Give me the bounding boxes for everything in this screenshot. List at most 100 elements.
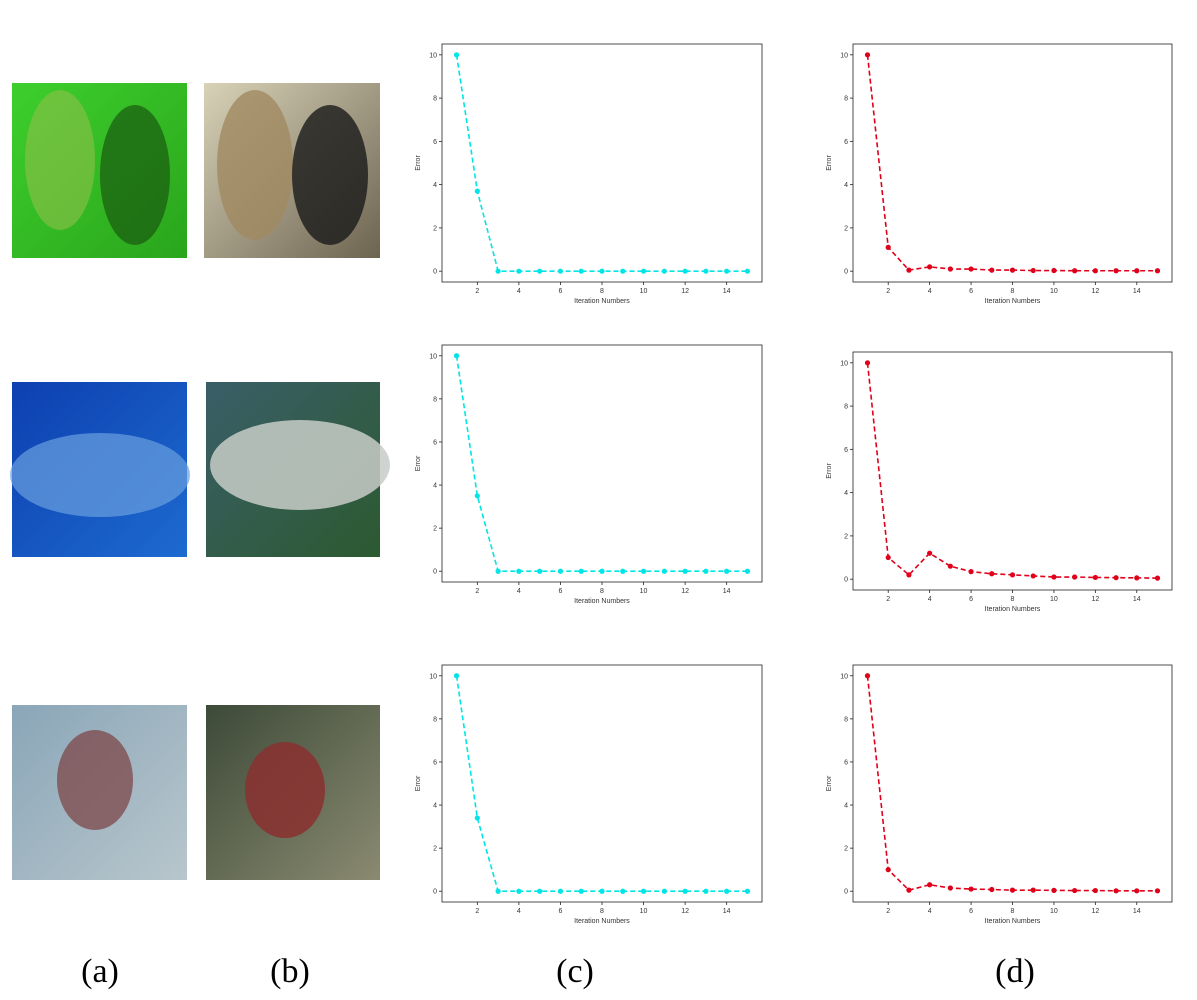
y-tick-label: 10 [840,52,848,59]
panel-label: (a) [81,953,119,990]
x-tick-label: 14 [723,908,731,915]
data-point [1031,268,1036,273]
data-point [454,673,459,678]
data-point [454,353,459,358]
y-tick-label: 10 [840,360,848,367]
x-tick-label: 4 [928,596,932,603]
data-point [1010,572,1015,577]
data-point [865,52,870,57]
data-point [703,569,708,574]
data-point [683,269,688,274]
data-point [724,569,729,574]
data-point [989,571,994,576]
y-tick-label: 0 [844,269,848,276]
x-tick-label: 14 [723,588,731,595]
data-point [1072,574,1077,579]
x-tick-label: 8 [600,588,604,595]
x-tick-label: 12 [1091,596,1099,603]
data-point [1134,888,1139,893]
x-tick-label: 6 [558,908,562,915]
data-point [496,889,501,894]
x-tick-label: 2 [475,288,479,295]
data-point [948,564,953,569]
x-tick-label: 6 [969,288,973,295]
data-point [745,889,750,894]
data-point [1031,573,1036,578]
data-point [968,266,973,271]
image-detail [10,433,190,517]
data-point [662,569,667,574]
data-point [579,569,584,574]
x-tick-label: 12 [1091,288,1099,295]
data-point [1010,268,1015,273]
x-tick-label: 4 [517,588,521,595]
data-point [599,569,604,574]
data-point [724,889,729,894]
data-point [886,867,891,872]
x-tick-label: 6 [969,908,973,915]
x-tick-label: 8 [600,288,604,295]
data-point [948,885,953,890]
data-point [886,245,891,250]
x-tick-label: 2 [475,588,479,595]
y-tick-label: 4 [844,490,848,497]
y-tick-label: 6 [844,139,848,146]
image-detail [57,730,133,830]
y-tick-label: 4 [433,803,437,810]
y-tick-label: 2 [844,846,848,853]
y-tick-label: 4 [844,803,848,810]
data-point [599,269,604,274]
data-point [745,269,750,274]
data-point [516,889,521,894]
x-tick-label: 10 [1050,596,1058,603]
x-tick-label: 4 [928,288,932,295]
data-point [454,52,459,57]
data-point [579,269,584,274]
x-tick-label: 2 [475,908,479,915]
image-detail [217,90,293,240]
x-axis-label: Iteration Numbers [574,598,630,605]
data-point [865,673,870,678]
data-point [906,572,911,577]
panel-label: (c) [556,953,594,990]
x-tick-label: 4 [517,288,521,295]
data-point [683,889,688,894]
data-point [1051,268,1056,273]
x-tick-label: 4 [517,908,521,915]
data-point [1113,268,1118,273]
x-tick-label: 14 [1133,908,1141,915]
x-tick-label: 12 [681,288,689,295]
data-point [1155,268,1160,273]
y-tick-label: 0 [844,889,848,896]
data-point [537,889,542,894]
data-point [1093,575,1098,580]
x-tick-label: 12 [1091,908,1099,915]
x-tick-label: 12 [681,588,689,595]
data-point [1134,268,1139,273]
y-tick-label: 0 [433,889,437,896]
data-point [475,189,480,194]
data-point [641,569,646,574]
data-point [1155,576,1160,581]
y-tick-label: 10 [429,673,437,680]
x-tick-label: 8 [1011,288,1015,295]
data-point [989,887,994,892]
x-tick-label: 10 [1050,288,1058,295]
x-axis-label: Iteration Numbers [985,298,1041,305]
panel-label: (d) [995,953,1035,990]
data-point [620,889,625,894]
data-point [1051,888,1056,893]
data-point [683,569,688,574]
plot-area [853,352,1172,590]
data-point [927,882,932,887]
y-tick-label: 0 [433,269,437,276]
data-point [662,269,667,274]
data-point [1113,575,1118,580]
data-point [641,889,646,894]
x-tick-label: 6 [558,588,562,595]
data-point [662,889,667,894]
